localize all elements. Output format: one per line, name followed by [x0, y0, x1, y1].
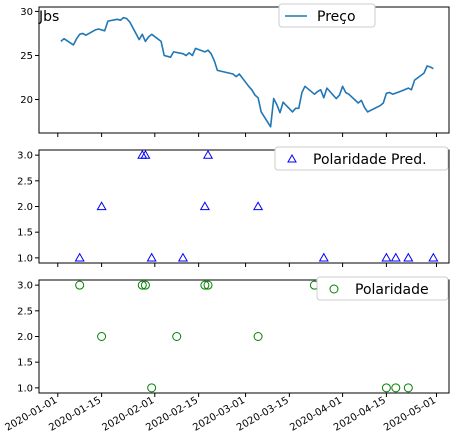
y-tick-label: 1.5 — [17, 358, 33, 369]
data-point-circle — [137, 280, 147, 290]
data-point-circle — [381, 383, 391, 393]
y-tick-label: 2.0 — [17, 202, 33, 213]
legend-label: Preço — [317, 9, 356, 25]
data-point-circle — [403, 383, 413, 393]
data-point-circle — [172, 332, 182, 341]
y-tick-label: 3.0 — [17, 281, 33, 292]
chart-title: Jbs — [38, 9, 59, 25]
data-point-circle — [203, 280, 213, 290]
data-point-triangle — [199, 201, 210, 211]
chart-panel-3: 1.01.52.02.53.02020-01-012020-01-152020-… — [3, 276, 450, 434]
data-point-triangle — [253, 201, 264, 211]
legend-label: Polaridade — [355, 282, 429, 298]
legend-label: Polaridade Pred. — [313, 152, 427, 168]
data-point-triangle — [146, 252, 157, 262]
data-point-circle — [75, 280, 85, 290]
data-point-circle — [391, 383, 401, 393]
data-point-triangle — [140, 149, 151, 159]
data-point-triangle — [428, 252, 439, 262]
data-point-circle — [97, 332, 107, 341]
y-tick-label: 1.0 — [17, 383, 33, 394]
data-point-triangle — [202, 149, 214, 159]
y-tick-label: 2.5 — [17, 306, 33, 317]
y-tick-label: 30 — [20, 7, 33, 18]
y-tick-label: 3.0 — [17, 151, 33, 162]
data-point-triangle — [318, 252, 329, 262]
y-tick-label: 2.0 — [17, 332, 33, 343]
legend-box — [274, 146, 449, 171]
y-tick-label: 1.5 — [17, 228, 33, 239]
y-tick-label: 20 — [20, 95, 33, 106]
x-tick-label: 2020-05-01 — [382, 395, 438, 434]
y-tick-label: 25 — [20, 51, 33, 62]
data-point-triangle — [403, 252, 414, 262]
y-tick-label: 2.5 — [17, 176, 33, 187]
y-tick-label: 1.0 — [17, 253, 33, 264]
legend-key-circle — [329, 284, 339, 294]
data-point-circle — [140, 280, 150, 290]
legend-box — [278, 3, 376, 28]
data-point-circle — [200, 280, 210, 290]
legend-box — [316, 276, 449, 301]
data-point-triangle — [390, 252, 401, 262]
data-point-circle — [147, 383, 157, 393]
plot-frame — [38, 6, 450, 134]
data-point-triangle — [96, 201, 107, 211]
data-point-circle — [253, 332, 263, 341]
legend-key-triangle — [287, 153, 297, 163]
data-point-triangle — [74, 252, 85, 262]
data-point-triangle — [381, 252, 392, 262]
chart-panel-1: 20 25 30 Jbs Preço — [20, 3, 450, 137]
price-series-line — [60, 16, 434, 128]
chart-panel-2: 1.0 1.5 2.0 2.5 3.0 Polaridade Pred. — [17, 146, 450, 267]
data-point-triangle — [177, 252, 189, 262]
